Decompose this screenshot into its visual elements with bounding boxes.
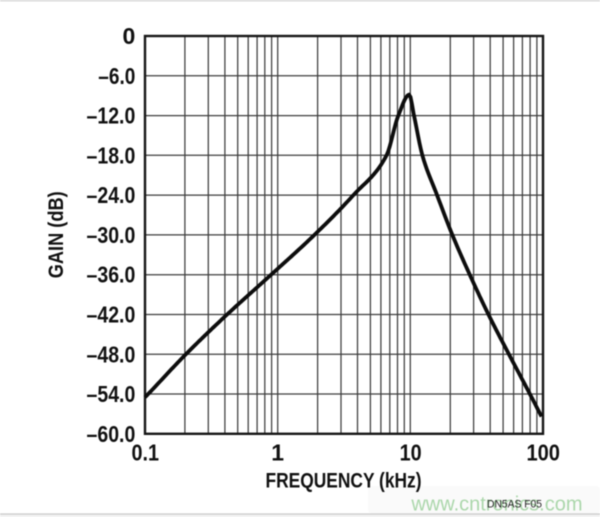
svg-text:www.cntronics.com: www.cntronics.com (410, 494, 582, 516)
svg-text:10: 10 (400, 440, 422, 466)
svg-text:DN5AS F05: DN5AS F05 (487, 499, 542, 511)
svg-text:–30.0: –30.0 (87, 222, 136, 248)
svg-text:–42.0: –42.0 (87, 302, 136, 328)
svg-text:0.1: 0.1 (132, 440, 160, 466)
svg-text:–36.0: –36.0 (87, 262, 136, 288)
svg-text:FREQUENCY (kHz): FREQUENCY (kHz) (266, 470, 422, 493)
svg-text:–60.0: –60.0 (87, 421, 136, 447)
svg-text:0: 0 (123, 23, 136, 49)
svg-text:–24.0: –24.0 (87, 182, 136, 208)
svg-text:–18.0: –18.0 (87, 142, 136, 168)
svg-text:–12.0: –12.0 (87, 103, 136, 129)
svg-text:1: 1 (271, 440, 284, 466)
svg-text:–6.0: –6.0 (98, 63, 135, 89)
svg-text:–48.0: –48.0 (87, 341, 136, 367)
svg-text:–54.0: –54.0 (87, 381, 136, 407)
svg-text:100: 100 (526, 440, 560, 466)
svg-text:GAIN (dB): GAIN (dB) (45, 191, 68, 278)
